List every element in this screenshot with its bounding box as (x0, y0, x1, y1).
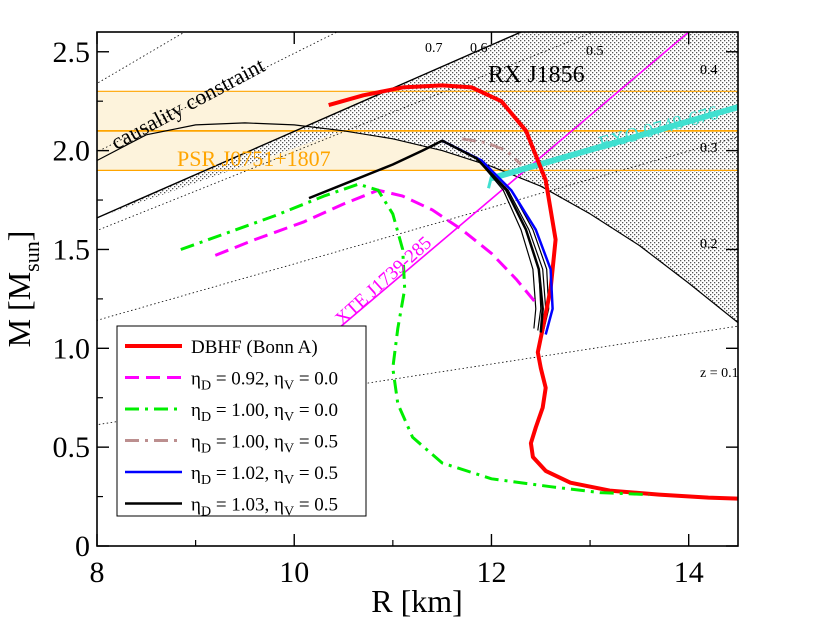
legend-label-5-part-5: = 0.5 (294, 463, 338, 484)
y-tick-label-1: 0 (75, 530, 90, 563)
legend-label-2-part-5: = 0.0 (294, 369, 338, 390)
legend-label-4-part-2: D (201, 442, 211, 457)
legend-label-3-part-3: = 1.00, η (211, 400, 284, 421)
y-axis-title: M [Msun] (1, 231, 44, 348)
legend-label-6-part-3: = 1.03, η (211, 495, 284, 516)
x-tick-label-3: 12 (476, 556, 506, 589)
y-tick-label-2: 0.5 (53, 431, 91, 464)
legend-label-6-part-5: = 0.5 (294, 495, 338, 516)
x-tick-label-1: 8 (90, 556, 105, 589)
excluded-region (97, 32, 738, 323)
exo-band (490, 104, 738, 182)
xte-label: XTE J1739-285 (331, 233, 436, 330)
legend-label-2-part-1: η (191, 369, 201, 390)
redshift-label-1: z = 0.1 (700, 366, 739, 381)
y-tick-label-6: 2.5 (53, 36, 91, 69)
legend-label-2: ηD = 0.92, ηV = 0.0 (191, 369, 338, 394)
legend-label-5: ηD = 1.02, ηV = 0.5 (191, 463, 338, 488)
series-line-5 (441, 139, 554, 335)
legend-label-4: ηD = 1.00, ηV = 0.5 (191, 432, 338, 457)
legend-label-6-part-2: D (201, 505, 211, 520)
max-mass-curve (97, 122, 738, 324)
x-axis-title: R [km] (371, 583, 463, 619)
legend-label-3: ηD = 1.00, ηV = 0.0 (191, 400, 338, 425)
legend-label-3-part-1: η (191, 400, 201, 421)
redshift-label-5: 0.5 (586, 44, 604, 59)
legend-label-3-part-4: V (284, 410, 294, 425)
legend: DBHF (Bonn A)ηD = 0.92, ηV = 0.0ηD = 1.0… (116, 325, 367, 520)
legend-label-1: DBHF (Bonn A) (191, 337, 318, 358)
redshift-label-3: 0.3 (700, 141, 718, 156)
x-tick-label-4: 14 (674, 556, 704, 589)
redshift-label-2: 0.2 (700, 237, 718, 252)
plot-frame (96, 31, 739, 547)
series-line-6 (308, 139, 544, 333)
legend-label-5-part-1: η (191, 463, 201, 484)
legend-label-2-part-3: = 0.92, η (211, 369, 284, 390)
legend-label-4-part-5: = 0.5 (294, 432, 338, 453)
legend-label-3-part-5: = 0.0 (294, 400, 338, 421)
legend-label-6-part-4: V (284, 505, 294, 520)
legend-label-2-part-4: V (284, 379, 294, 394)
x-tick-label-2: 10 (279, 556, 309, 589)
legend-label-5-part-2: D (201, 473, 211, 488)
legend-label-3-part-2: D (201, 410, 211, 425)
y-axis-title-main: M [M (1, 272, 37, 348)
legend-label-4-part-1: η (191, 432, 201, 453)
legend-label-2-part-2: D (201, 379, 211, 394)
redshift-label-7: 0.7 (425, 41, 443, 56)
y-tick-label-3: 1.0 (53, 332, 91, 365)
legend-label-4-part-4: V (284, 442, 294, 457)
legend-label-6: ηD = 1.03, ηV = 0.5 (191, 495, 338, 520)
y-axis-title-close: ] (1, 231, 37, 242)
rx-j1856-label: RX J1856 (488, 62, 585, 88)
legend-label-4-part-3: = 1.00, η (211, 432, 284, 453)
legend-frame (116, 325, 367, 517)
legend-label-5-part-3: = 1.02, η (211, 463, 284, 484)
redshift-label-6: 0.6 (470, 41, 488, 56)
series-line-4 (461, 137, 523, 166)
y-axis-title-sub: sun (19, 241, 44, 272)
xte-line (333, 32, 690, 334)
y-tick-label-4: 1.5 (53, 233, 91, 266)
exo-band-tick (487, 175, 493, 189)
causality-line (97, 32, 522, 219)
psr-label: PSR J0751+1807 (177, 146, 331, 171)
legend-label-5-part-4: V (284, 473, 294, 488)
series-line-1 (328, 83, 738, 501)
redshift-label-4: 0.4 (700, 63, 718, 78)
y-tick-label-5: 2.0 (53, 135, 91, 168)
legend-label-6-part-1: η (191, 495, 201, 516)
series-line-2 (214, 188, 537, 304)
